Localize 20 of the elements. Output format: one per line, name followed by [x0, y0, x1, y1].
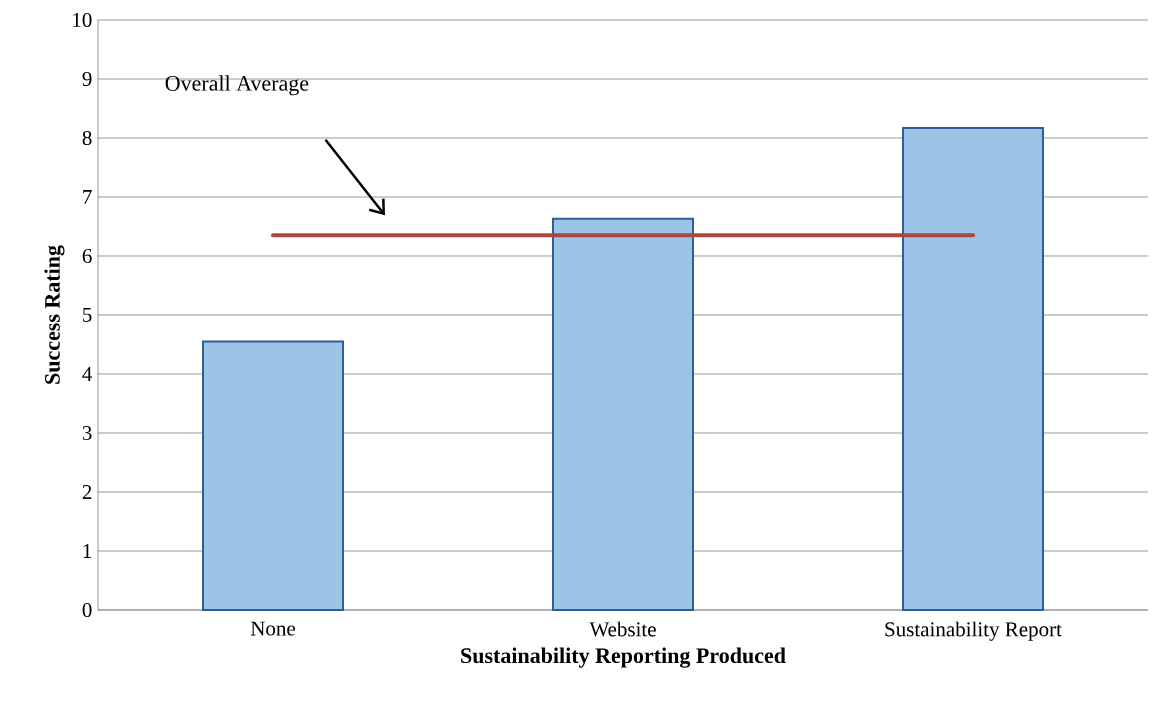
y-tick-label: 7: [83, 190, 92, 204]
y-tick-label: 1: [83, 544, 92, 558]
x-axis-title: Sustainability Reporting Produced: [461, 647, 786, 668]
x-tick-label: Website: [589, 621, 656, 637]
bar: [551, 217, 694, 611]
y-tick-label: 4: [82, 367, 93, 381]
y-tick-label: 6: [82, 248, 92, 264]
y-tick-label: 10: [73, 12, 92, 28]
bar: [901, 126, 1044, 611]
y-tick-label: 0: [82, 602, 92, 618]
y-tick-label: 9: [82, 71, 92, 87]
x-tick-label: Sustainability Report: [885, 621, 1062, 641]
bar: [202, 340, 344, 611]
x-tick-label: None: [250, 621, 296, 636]
y-tick-label: 8: [82, 130, 92, 146]
y-tick-label: 2: [82, 485, 92, 499]
y-axis-title: Success Rating: [44, 245, 65, 384]
y-tick-label: 3: [82, 425, 92, 441]
annotation: Overall Average: [165, 75, 309, 96]
y-tick-label: 5: [83, 308, 92, 322]
